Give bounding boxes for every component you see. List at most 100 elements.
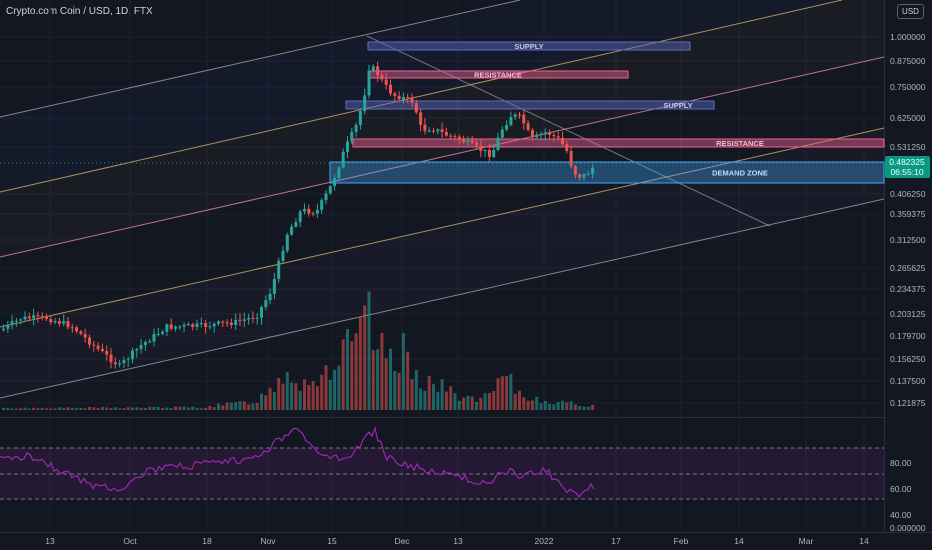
price-tick-7: 0.312500 — [890, 235, 926, 245]
candle-body — [539, 134, 543, 136]
rsi-panel — [0, 426, 884, 500]
currency-button[interactable]: USD — [897, 4, 924, 19]
volume-bar — [290, 382, 294, 410]
candle-body — [83, 333, 87, 338]
candle-body — [479, 145, 483, 152]
volume-bar — [401, 333, 405, 410]
volume-bar — [457, 400, 461, 410]
volume-bar — [165, 407, 169, 410]
volume-bar — [479, 397, 483, 410]
candle-body — [552, 134, 556, 137]
volume-bar — [410, 379, 414, 410]
volume-bar — [148, 406, 152, 410]
volume-bar — [234, 402, 238, 410]
candle-body — [561, 137, 564, 145]
candle-body — [32, 315, 36, 319]
volume-bar — [315, 386, 319, 410]
volume-bar — [242, 401, 246, 410]
volume-bar — [513, 393, 517, 410]
volume-bar — [436, 391, 440, 410]
volume-bar — [341, 339, 345, 410]
volume-bar — [156, 407, 160, 410]
volume-bar — [380, 332, 384, 410]
volume-bar — [45, 408, 48, 410]
volume-bar — [475, 401, 478, 410]
candle-body — [363, 95, 367, 112]
volume-bar — [83, 408, 87, 410]
volume-bar — [70, 407, 74, 410]
candle-body — [122, 360, 126, 364]
time-tick-10: 14 — [734, 536, 744, 546]
channel-fill-1 — [0, 0, 842, 192]
candle-body — [277, 260, 281, 280]
volume-bar — [487, 393, 491, 410]
volume-bar — [27, 408, 31, 410]
volume-bar — [49, 408, 53, 410]
candle-body — [40, 315, 44, 317]
volume-bar — [303, 379, 306, 410]
volume-bar — [530, 400, 534, 410]
axes: 1.000000 0.875000 0.750000 0.625000 0.531250… — [45, 32, 930, 546]
volume-bar — [586, 406, 590, 410]
price-tick-14: 0.121875 — [890, 398, 926, 408]
volume-bar — [169, 408, 173, 410]
zone-label-4: DEMAND ZONE — [712, 169, 768, 178]
candle-body — [148, 341, 152, 343]
candle-body — [221, 321, 225, 323]
last-price-countdown: 06:55:10 — [890, 167, 923, 177]
channel-line-2 — [0, 56, 885, 258]
volume-bar — [57, 407, 61, 410]
volume-bar — [195, 407, 199, 410]
candle-body — [70, 327, 74, 329]
volume-bar — [427, 375, 431, 410]
volume-bar — [440, 379, 444, 410]
volume-bar — [143, 407, 147, 410]
volume-bar — [229, 402, 233, 410]
candle-body — [367, 70, 371, 96]
volume-bar — [561, 400, 564, 410]
volume-bar — [389, 348, 392, 410]
candle-body — [397, 95, 401, 100]
candle-body — [311, 213, 315, 215]
volume-bar — [32, 407, 36, 410]
volume-bar — [556, 402, 560, 410]
candle-body — [393, 93, 397, 96]
candle-body — [152, 333, 156, 342]
rsi-tick-1: 60.00 — [890, 484, 912, 494]
volume-bar — [358, 317, 362, 410]
candle-body — [178, 326, 182, 328]
volume-bar — [14, 408, 18, 410]
volume-bars — [2, 291, 595, 410]
candle-body — [204, 323, 208, 327]
zone-label-1: RESISTANCE — [474, 71, 522, 80]
candle-body — [320, 200, 324, 210]
volume-bar — [337, 365, 341, 410]
volume-bar — [264, 395, 268, 410]
volume-bar — [307, 384, 311, 410]
volume-bar — [126, 407, 130, 410]
volume-bar — [139, 407, 143, 410]
time-axis-separator — [0, 532, 932, 533]
candle-body — [212, 323, 216, 327]
volume-bar — [217, 403, 220, 410]
candle-body — [419, 112, 423, 125]
time-tick-1: Oct — [123, 536, 137, 546]
volume-bar — [10, 408, 14, 410]
candle-body — [346, 141, 349, 152]
candle-body — [186, 324, 190, 326]
candle-body — [281, 250, 285, 261]
candle-body — [303, 208, 306, 212]
price-tick-0: 1.000000 — [890, 32, 926, 42]
candle-body — [242, 319, 246, 321]
volume-bar — [109, 408, 113, 410]
volume-bar — [578, 405, 582, 410]
volume-bar — [384, 358, 388, 410]
zone-boxes: SUPPLY RESISTANCE SUPPLY RESISTANCE DEMAND Z… — [329, 41, 885, 184]
volume-bar — [260, 393, 263, 410]
candle-body — [328, 186, 332, 194]
candle-body — [522, 114, 526, 124]
candle-body — [307, 208, 311, 214]
channel-line-4 — [0, 198, 885, 399]
volume-bar — [186, 407, 190, 410]
